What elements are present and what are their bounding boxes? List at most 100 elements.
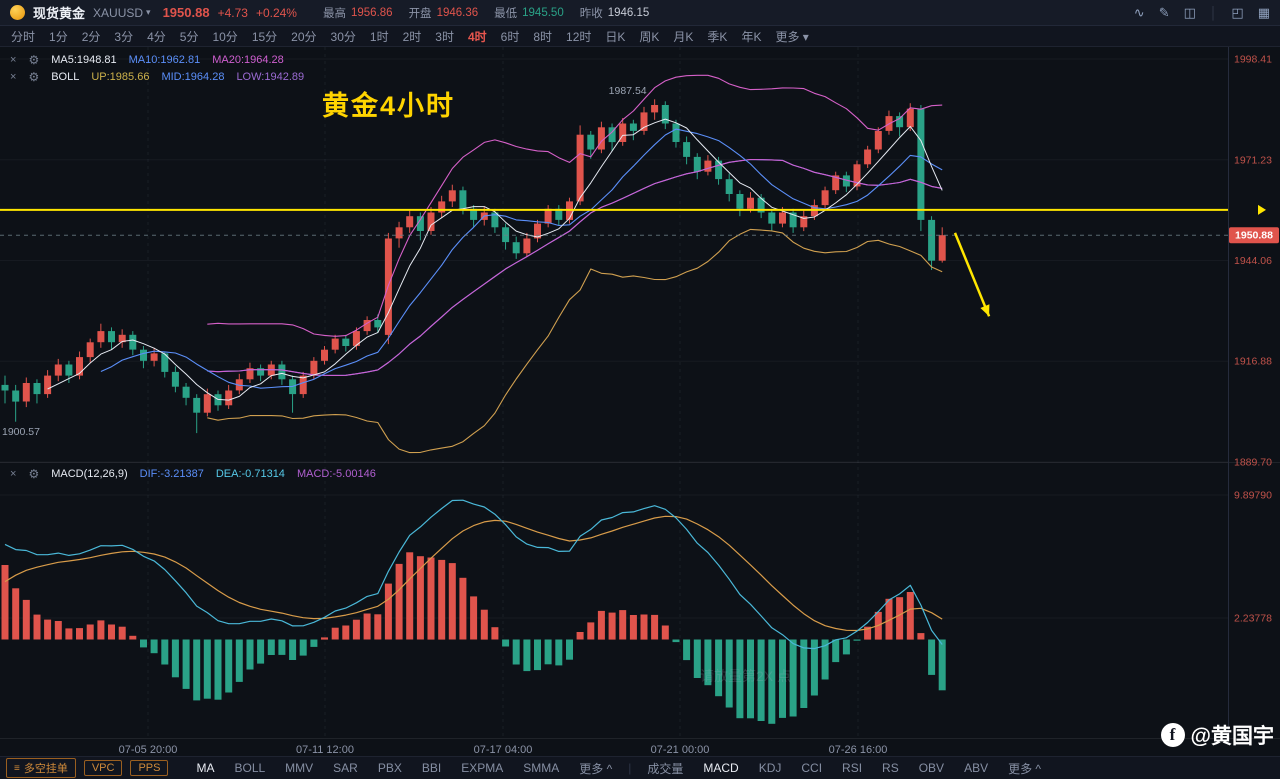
timeframe-tab-9[interactable]: 30分 <box>330 29 356 44</box>
trend-line-icon[interactable]: ∿ <box>1133 4 1145 20</box>
timeframe-tab-15[interactable]: 8时 <box>533 29 553 44</box>
time-axis-label: 07-17 04:00 <box>474 744 533 756</box>
stat-value: 1946.15 <box>607 6 650 19</box>
main-indicator-tab-expma[interactable]: EXPMA <box>461 761 504 775</box>
sub-indicator-tab-rs[interactable]: RS <box>882 761 899 775</box>
boll-indicator-value-3: LOW:1942.89 <box>236 71 305 83</box>
timeframe-tab-2[interactable]: 2分 <box>81 29 101 44</box>
price-change-percent: +0.24% <box>255 5 297 20</box>
time-axis-label: 07-21 00:00 <box>651 744 710 756</box>
timeframe-tab-11[interactable]: 2时 <box>402 29 422 44</box>
close-icon[interactable]: × <box>10 468 17 480</box>
sub-indicator-tab-kdj[interactable]: KDJ <box>758 761 782 775</box>
timeframe-tab-7[interactable]: 15分 <box>251 29 278 44</box>
stat-value: 1956.86 <box>350 6 393 19</box>
macd-indicator-value-3: MACD:-5.00146 <box>296 468 376 480</box>
timeframe-tab-5[interactable]: 5分 <box>179 29 199 44</box>
macd-indicator-value-2: DEA:-0.71314 <box>215 468 285 480</box>
main-indicator-tab-boll[interactable]: BOLL <box>234 761 266 775</box>
divider: │ <box>1209 5 1218 20</box>
macd-axis-tick: 9.89790 <box>1234 490 1272 502</box>
main-indicator-tab-mmv[interactable]: MMV <box>285 761 314 775</box>
timeframe-tab-17[interactable]: 日K <box>605 29 626 44</box>
main-indicator-tab-ma[interactable]: MA <box>196 761 215 775</box>
price-axis-tick: 1889.70 <box>1234 457 1272 469</box>
timeframe-tab-16[interactable]: 12时 <box>566 29 592 44</box>
brand-watermark: f @黄国宇 <box>1160 720 1274 750</box>
last-price: 1950.88 <box>162 5 210 20</box>
timeframe-tab-0[interactable]: 分时 <box>11 29 36 44</box>
timeframe-tab-6[interactable]: 10分 <box>212 29 238 44</box>
main-indicator-tab-bbi[interactable]: BBI <box>421 761 442 775</box>
main-indicator-tab-pbx[interactable]: PBX <box>377 761 402 775</box>
footer-divider: | <box>628 761 632 775</box>
sub-indicator-tab-obv[interactable]: OBV <box>918 761 945 775</box>
header: 现货黄金 XAUUSD ▾ 1950.88 +4.73 +0.24% 最高 195… <box>0 0 1280 26</box>
ma-indicator-value-2: MA20:1964.28 <box>212 54 284 66</box>
header-toolbar: ∿ ✎ ◫ │ ◰ ▦ <box>1134 5 1270 21</box>
brand-handle: @黄国宇 <box>1190 725 1274 748</box>
timeframe-tab-1[interactable]: 1分 <box>49 29 68 44</box>
price-axis-tick: 1916.88 <box>1234 356 1272 368</box>
symbol-name: 现货黄金 <box>33 6 86 21</box>
order-button-2[interactable]: PPS <box>130 760 169 776</box>
sub-indicator-tab-macd[interactable]: MACD <box>703 761 739 775</box>
symbol-ticker[interactable]: XAUUSD ▾ <box>93 6 151 20</box>
time-axis-label: 07-11 12:00 <box>296 744 354 756</box>
timeframe-tab-8[interactable]: 20分 <box>291 29 317 44</box>
main-indicator-tab-smma[interactable]: SMMA <box>523 761 560 775</box>
settings-icon[interactable]: ⚙ <box>28 70 40 84</box>
settings-icon[interactable]: ⚙ <box>28 467 40 481</box>
price-point-label: 1987.54 <box>609 85 647 97</box>
ma-indicator-value-1: MA10:1962.81 <box>128 54 201 66</box>
main-indicator-tab-item-8[interactable]: 更多 ^ <box>579 761 613 776</box>
layout-grid-icon[interactable]: ▦ <box>1257 4 1270 20</box>
time-axis-label: 07-05 20:00 <box>119 744 178 756</box>
timeframe-tab-18[interactable]: 周K <box>639 29 660 44</box>
draw-icon[interactable]: ✎ <box>1158 4 1170 20</box>
sub-indicator-tab-cci[interactable]: CCI <box>801 761 823 775</box>
settings-icon[interactable]: ⚙ <box>28 53 40 67</box>
order-button-0[interactable]: ≡ 多空挂单 <box>6 758 76 778</box>
stat-label: 最高 <box>322 7 346 20</box>
ma-indicator-legend: × ⚙ MA5:1948.81 MA10:1962.81 MA20:1964.28 <box>10 53 284 67</box>
sub-indicator-tab-abv[interactable]: ABV <box>964 761 989 775</box>
main-indicator-tab-sar[interactable]: SAR <box>333 761 358 775</box>
boll-indicator-legend: × ⚙ BOLL UP:1985.66 MID:1964.28 LOW:1942.89 <box>10 70 304 84</box>
stat-label: 开盘 <box>408 7 432 20</box>
stat-value: 1945.50 <box>522 6 564 19</box>
timeframe-tab-10[interactable]: 1时 <box>369 29 389 44</box>
close-icon[interactable]: × <box>10 54 17 66</box>
compare-icon[interactable]: ◫ <box>1183 4 1196 20</box>
timeframe-tab-12[interactable]: 3时 <box>435 29 454 44</box>
order-button-1[interactable]: VPC <box>83 760 123 776</box>
boll-indicator-value-0: BOLL <box>51 71 80 83</box>
ma-indicator-value-0: MA5:1948.81 <box>51 54 117 66</box>
fullscreen-icon[interactable]: ◰ <box>1231 4 1244 20</box>
macd-indicator-value-1: DIF:-3.21387 <box>139 468 204 480</box>
price-axis-tick: 1998.41 <box>1234 54 1272 66</box>
sub-indicator-tab-item-0[interactable]: 成交量 <box>647 761 684 776</box>
chevron-down-icon: ▾ <box>146 7 151 17</box>
timeframe-tab-14[interactable]: 6时 <box>500 29 520 44</box>
stat-open: 开盘 1946.36 <box>409 5 479 21</box>
timeframe-bar: 分时 1分 2分 3分 4分 5分 10分 15分 20分 30分 1时 2时 3时 4时 6时 8时 12时日… <box>0 26 1280 47</box>
timeframe-tab-20[interactable]: 季K <box>707 29 728 44</box>
daily-stats: 最高 1956.86 开盘 1946.36 最低 1945.50 昨收 1946.15 <box>323 5 649 21</box>
boll-indicator-value-1: UP:1985.66 <box>91 71 150 83</box>
current-price-badge: 1950.88 <box>1235 230 1273 242</box>
sub-indicator-tab-rsi[interactable]: RSI <box>842 761 863 775</box>
boll-indicator-value-2: MID:1964.28 <box>161 71 225 83</box>
sub-indicator-tab-item-8[interactable]: 更多 ^ <box>1008 761 1042 776</box>
timeframe-tab-3[interactable]: 3分 <box>114 29 134 44</box>
timeframe-tab-13[interactable]: 4时 <box>467 29 487 44</box>
close-icon[interactable]: × <box>10 71 17 83</box>
ticker-code: XAUUSD <box>93 5 144 20</box>
center-watermark: 请放量第2X 点 <box>700 668 792 684</box>
timeframe-tab-19[interactable]: 月K <box>673 29 694 44</box>
timeframe-tab-4[interactable]: 4分 <box>147 29 166 44</box>
price-chart[interactable]: 1998.41 1971.23 1944.06 1916.88 1889.70 9.897… <box>0 47 1280 756</box>
macd-indicator-value-0: MACD(12,26,9) <box>51 468 128 480</box>
timeframe-tab-22[interactable]: 更多 ▾ <box>775 29 809 44</box>
timeframe-tab-21[interactable]: 年K <box>741 29 762 44</box>
